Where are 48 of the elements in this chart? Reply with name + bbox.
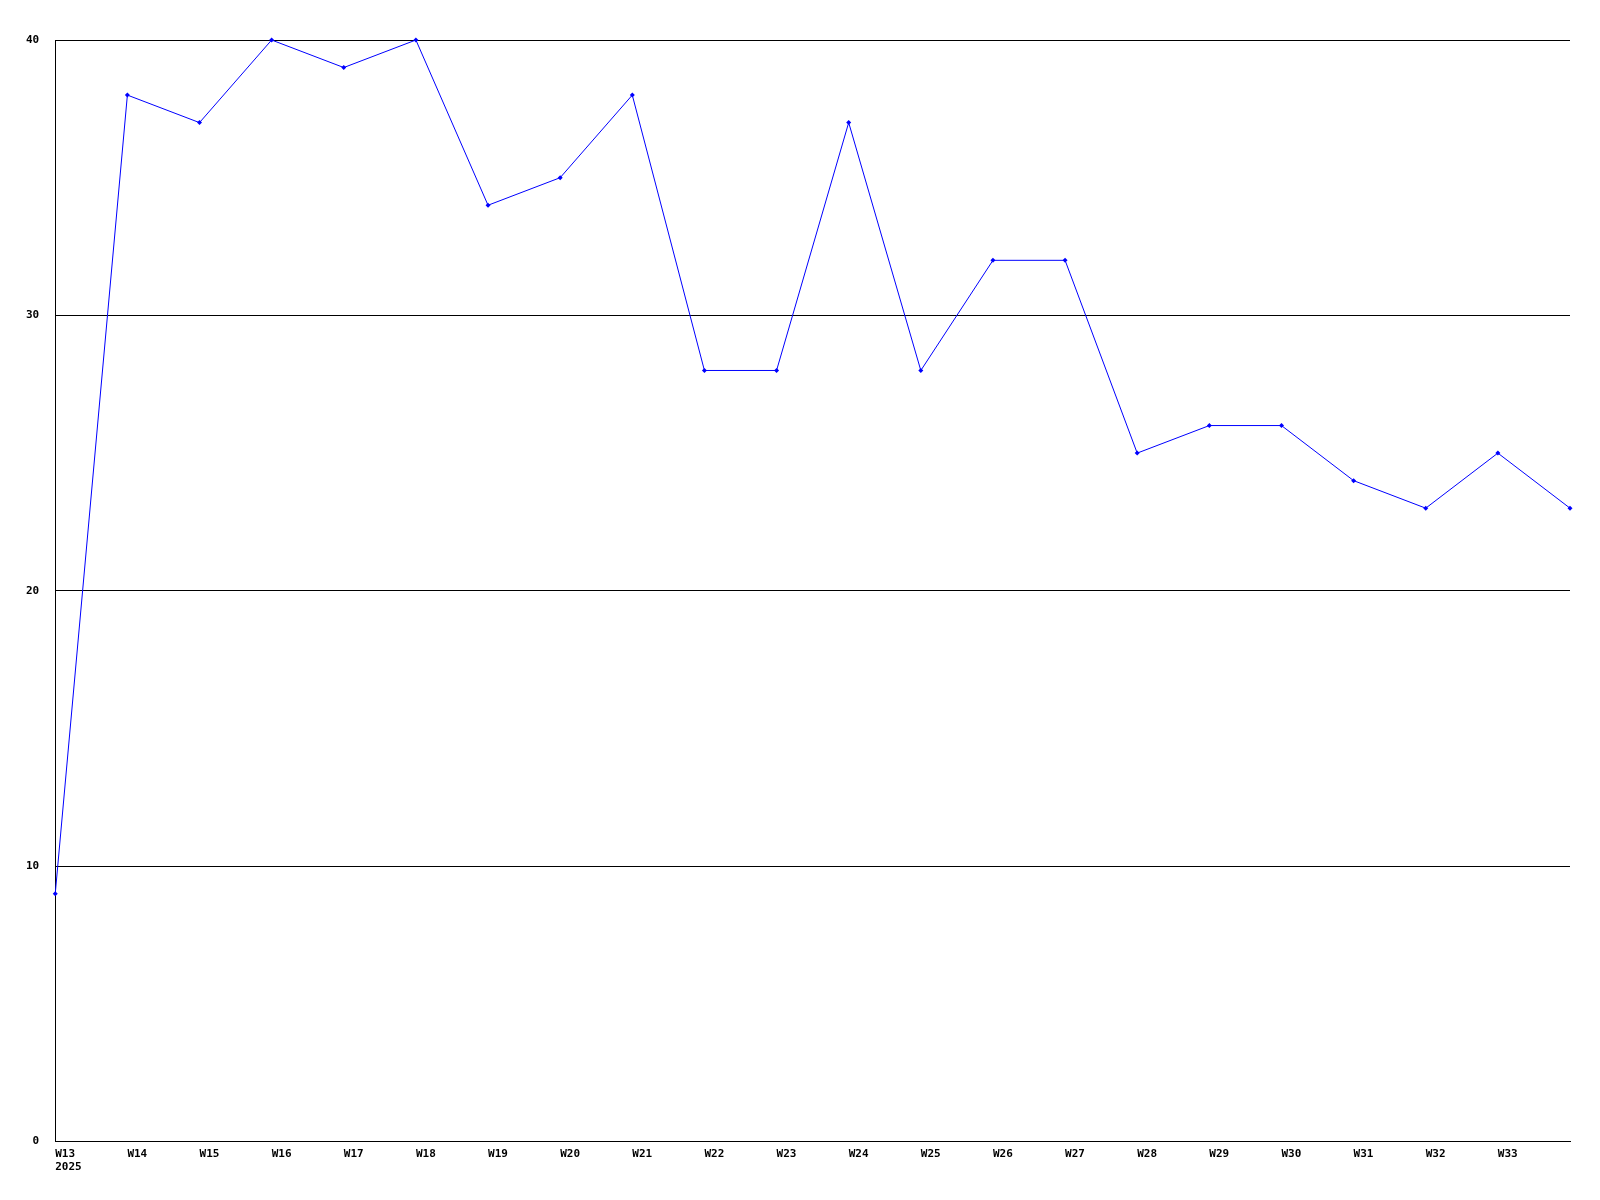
x-tick-label: W23 xyxy=(776,1147,797,1161)
point xyxy=(1495,450,1501,456)
point xyxy=(124,92,130,98)
x-tick-label: W27 xyxy=(1065,1147,1085,1161)
x-tick-label: W29 xyxy=(1209,1147,1230,1161)
x-tick-label: W17 xyxy=(343,1147,364,1161)
x-tick-label: W31 xyxy=(1353,1147,1374,1161)
point xyxy=(1278,423,1284,429)
x-tick-label: W20 xyxy=(560,1147,581,1161)
point xyxy=(557,175,563,181)
point xyxy=(1351,478,1357,484)
point xyxy=(1134,450,1140,456)
x-tick-label: W14 xyxy=(127,1147,148,1161)
point xyxy=(1567,505,1573,511)
point xyxy=(413,37,419,43)
point xyxy=(52,891,58,897)
x-tick-label: W33 xyxy=(1497,1147,1518,1161)
y-tick-label: 40 xyxy=(26,32,40,46)
point xyxy=(846,120,852,126)
x-tick-label: W21 xyxy=(632,1147,653,1161)
x-tick-label: W28 xyxy=(1137,1147,1158,1161)
x-tick-label: W22 xyxy=(704,1147,725,1161)
x-tick-label: W26 xyxy=(992,1147,1014,1161)
x-tick-label: W18 xyxy=(415,1147,436,1161)
point xyxy=(197,120,203,126)
point xyxy=(1062,257,1068,263)
y-tick-label: 0 xyxy=(32,1134,40,1148)
x-tick-label: W25 xyxy=(920,1147,941,1161)
point xyxy=(918,367,924,373)
point xyxy=(485,202,491,208)
x-tick-label: W15 xyxy=(199,1147,220,1161)
y-tick-label: 30 xyxy=(26,308,40,322)
point xyxy=(701,367,707,373)
point xyxy=(1206,423,1212,429)
y-tick-label: 10 xyxy=(26,859,40,873)
point xyxy=(1423,505,1429,511)
y-tick-label: 20 xyxy=(26,583,40,597)
x-tick-label: W30 xyxy=(1281,1147,1302,1161)
x-tick-label: W13 2025 xyxy=(55,1147,82,1174)
x-tick-label: W19 xyxy=(488,1147,508,1161)
point xyxy=(629,92,635,98)
point xyxy=(269,37,275,43)
point xyxy=(990,257,996,263)
x-tick-label: W32 xyxy=(1425,1147,1446,1161)
point xyxy=(341,65,347,71)
x-tick-label: W16 xyxy=(271,1147,292,1161)
x-tick-label: W24 xyxy=(848,1147,869,1161)
point xyxy=(774,367,780,373)
